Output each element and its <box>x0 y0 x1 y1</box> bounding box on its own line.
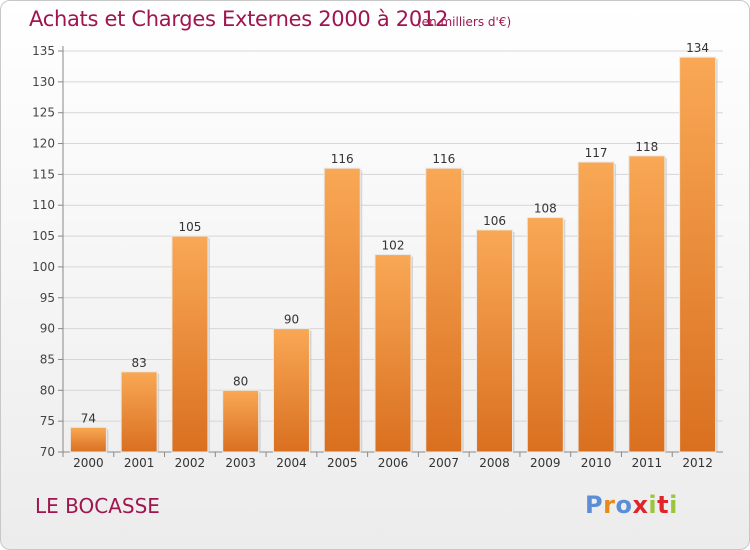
bar <box>323 167 361 453</box>
value-labels: 74 83 105 80 90 116 102 116 106 108 117 118 134 <box>81 41 709 425</box>
y-tick-label: 125 <box>32 106 55 120</box>
x-tick-label: 2003 <box>225 456 256 470</box>
bar-value-label: 116 <box>331 152 354 166</box>
bar <box>69 426 107 453</box>
x-tick-label: 2012 <box>682 456 713 470</box>
y-tick-label: 75 <box>40 414 55 428</box>
y-tick-label: 95 <box>40 291 55 305</box>
logo-letter: r <box>603 491 616 519</box>
x-tick-label: 2002 <box>175 456 206 470</box>
y-tick-label: 120 <box>32 137 55 151</box>
bar-value-label: 90 <box>284 313 299 327</box>
bar <box>171 235 209 453</box>
y-tick-label: 90 <box>40 322 55 336</box>
bar <box>628 155 666 453</box>
bar-value-label: 116 <box>432 152 455 166</box>
bar <box>120 371 158 453</box>
y-tick-label: 135 <box>32 44 55 58</box>
logo-letter: i <box>648 491 658 519</box>
bars <box>69 56 718 453</box>
x-tick-label: 2011 <box>632 456 663 470</box>
bar-value-label: 83 <box>132 356 147 370</box>
y-tick-label: 115 <box>32 167 55 181</box>
proxiti-logo: Proxiti <box>585 491 678 519</box>
logo-letter: i <box>669 491 678 519</box>
y-tick-label: 100 <box>32 260 55 274</box>
bar <box>476 229 514 453</box>
bar-value-label: 106 <box>483 214 506 228</box>
bar <box>374 254 412 453</box>
commune-name: LE BOCASSE <box>35 494 160 518</box>
bar-value-label: 105 <box>178 220 201 234</box>
logo-letter: t <box>657 491 670 519</box>
bar <box>272 328 310 453</box>
y-tick-labels: 70 75 80 85 90 95 100 105 110 115 120 125 130 135 <box>32 44 55 459</box>
x-tick-label: 2006 <box>378 456 409 470</box>
bar-value-label: 102 <box>382 239 405 253</box>
chart-subtitle: (en milliers d'€) <box>417 15 512 29</box>
chart-title: Achats et Charges Externes 2000 à 2012 <box>29 7 449 31</box>
bar <box>679 56 717 453</box>
x-tick-label: 2001 <box>124 456 155 470</box>
bar <box>577 161 615 453</box>
bar-value-label: 80 <box>233 374 248 388</box>
bar <box>425 167 463 453</box>
bar <box>526 217 564 453</box>
y-tick-label: 105 <box>32 229 55 243</box>
y-tick-label: 80 <box>40 383 55 397</box>
bar-value-label: 134 <box>686 41 709 55</box>
y-tick-label: 130 <box>32 75 55 89</box>
x-tick-label: 2000 <box>73 456 104 470</box>
logo-letter: P <box>585 491 604 519</box>
logo-letter: o <box>615 491 633 519</box>
y-tick-label: 110 <box>32 198 55 212</box>
y-tick-label: 70 <box>40 445 55 459</box>
logo-letter: x <box>632 491 649 519</box>
x-tick-label: 2008 <box>479 456 510 470</box>
bar-value-label: 74 <box>81 411 96 425</box>
x-tick-labels: 2000 2001 2002 2003 2004 2005 2006 2007 2008 2009… <box>62 452 713 470</box>
x-tick-label: 2004 <box>276 456 307 470</box>
bar-value-label: 108 <box>534 202 557 216</box>
bar-value-label: 117 <box>585 146 608 160</box>
x-tick-label: 2005 <box>327 456 358 470</box>
y-tick-label: 85 <box>40 352 55 366</box>
x-tick-label: 2007 <box>428 456 459 470</box>
bar-value-label: 118 <box>635 140 658 154</box>
x-tick-label: 2010 <box>581 456 612 470</box>
x-tick-label: 2009 <box>530 456 561 470</box>
bar <box>222 389 260 453</box>
